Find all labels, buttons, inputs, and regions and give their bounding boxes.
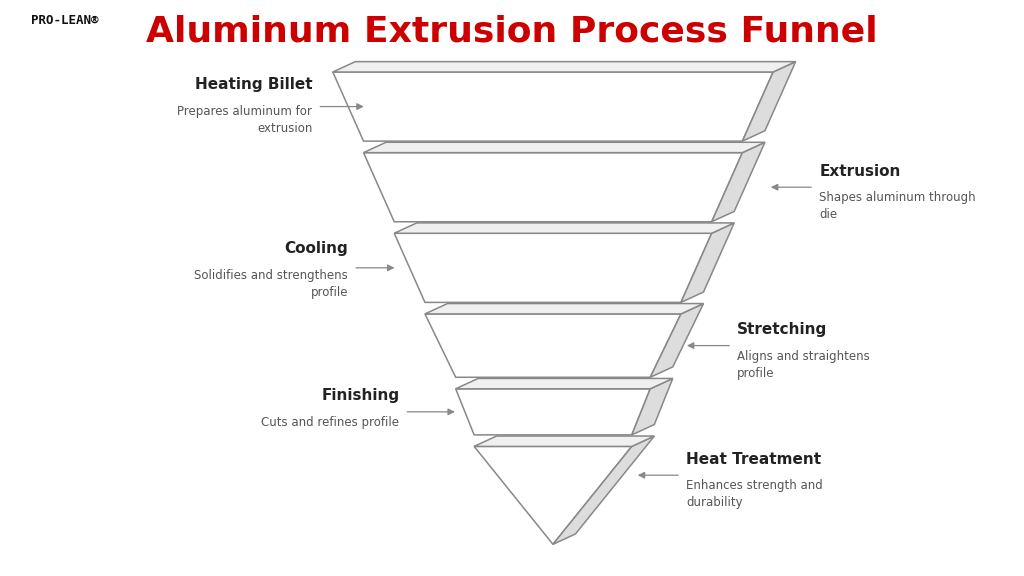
Text: Solidifies and strengthens
profile: Solidifies and strengthens profile	[195, 269, 348, 299]
Polygon shape	[394, 233, 712, 302]
Text: Finishing: Finishing	[322, 388, 399, 403]
Polygon shape	[474, 436, 654, 446]
Text: PRO-LEAN®: PRO-LEAN®	[31, 14, 98, 28]
Text: Enhances strength and
durability: Enhances strength and durability	[686, 479, 823, 509]
Polygon shape	[394, 223, 734, 233]
Text: Heating Billet: Heating Billet	[195, 77, 312, 92]
Polygon shape	[456, 389, 650, 435]
Polygon shape	[650, 304, 703, 377]
Text: Cooling: Cooling	[285, 241, 348, 256]
Polygon shape	[632, 378, 673, 435]
Polygon shape	[553, 436, 654, 544]
Text: Cuts and refines profile: Cuts and refines profile	[261, 416, 399, 429]
Text: Aligns and straightens
profile: Aligns and straightens profile	[737, 350, 870, 380]
Polygon shape	[712, 142, 765, 222]
Polygon shape	[456, 378, 673, 389]
Polygon shape	[333, 62, 796, 72]
Polygon shape	[425, 314, 681, 377]
Polygon shape	[333, 72, 773, 141]
Text: Extrusion: Extrusion	[819, 164, 900, 179]
Text: Stretching: Stretching	[737, 322, 827, 337]
Text: Heat Treatment: Heat Treatment	[686, 452, 821, 467]
Polygon shape	[425, 304, 703, 314]
Polygon shape	[364, 153, 742, 222]
Text: Prepares aluminum for
extrusion: Prepares aluminum for extrusion	[177, 105, 312, 135]
Polygon shape	[474, 446, 632, 544]
Text: Aluminum Extrusion Process Funnel: Aluminum Extrusion Process Funnel	[146, 14, 878, 48]
Text: Shapes aluminum through
die: Shapes aluminum through die	[819, 191, 976, 221]
Polygon shape	[364, 142, 765, 153]
Polygon shape	[742, 62, 796, 141]
Polygon shape	[681, 223, 734, 302]
